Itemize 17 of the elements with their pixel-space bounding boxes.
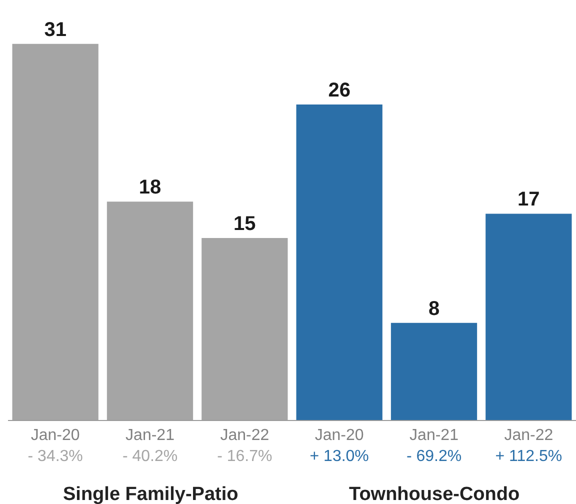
data-label: 26 xyxy=(328,80,350,102)
text: Single Family-Patio xyxy=(63,484,238,504)
x-tick-label: Jan-20 - 34.3% xyxy=(28,427,83,465)
x-tick-label: Jan-21 - 69.2% xyxy=(406,427,462,465)
bar xyxy=(486,214,572,420)
data-label: 18 xyxy=(138,176,162,199)
data-label: 8 xyxy=(428,298,440,320)
data-label: 17 xyxy=(518,188,540,211)
bar xyxy=(390,322,478,420)
data-label: 31 xyxy=(44,18,66,41)
text: Townhouse-Condo xyxy=(349,484,520,504)
bar xyxy=(296,104,382,420)
x-tick-label: Jan-20 + 13.0% xyxy=(310,427,369,465)
x-tick-label: Jan-22 - 16.7% xyxy=(217,427,272,465)
x-tick-label: Jan-21 - 40.2% xyxy=(122,427,178,465)
x-tick-label: Jan-22 + 112.5% xyxy=(495,427,562,465)
data-label: 15 xyxy=(234,212,256,235)
